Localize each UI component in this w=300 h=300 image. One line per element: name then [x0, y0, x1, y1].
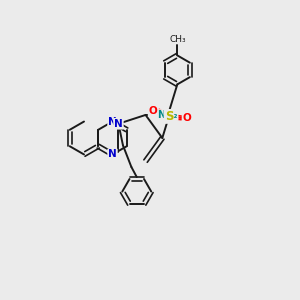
Text: NH₂: NH₂ — [157, 110, 178, 120]
Text: S: S — [165, 110, 173, 123]
Text: N: N — [114, 119, 123, 129]
Text: CH₃: CH₃ — [169, 35, 186, 44]
Text: N: N — [108, 149, 117, 160]
Text: N: N — [108, 116, 117, 127]
Text: O: O — [182, 113, 191, 123]
Text: O: O — [148, 106, 158, 116]
